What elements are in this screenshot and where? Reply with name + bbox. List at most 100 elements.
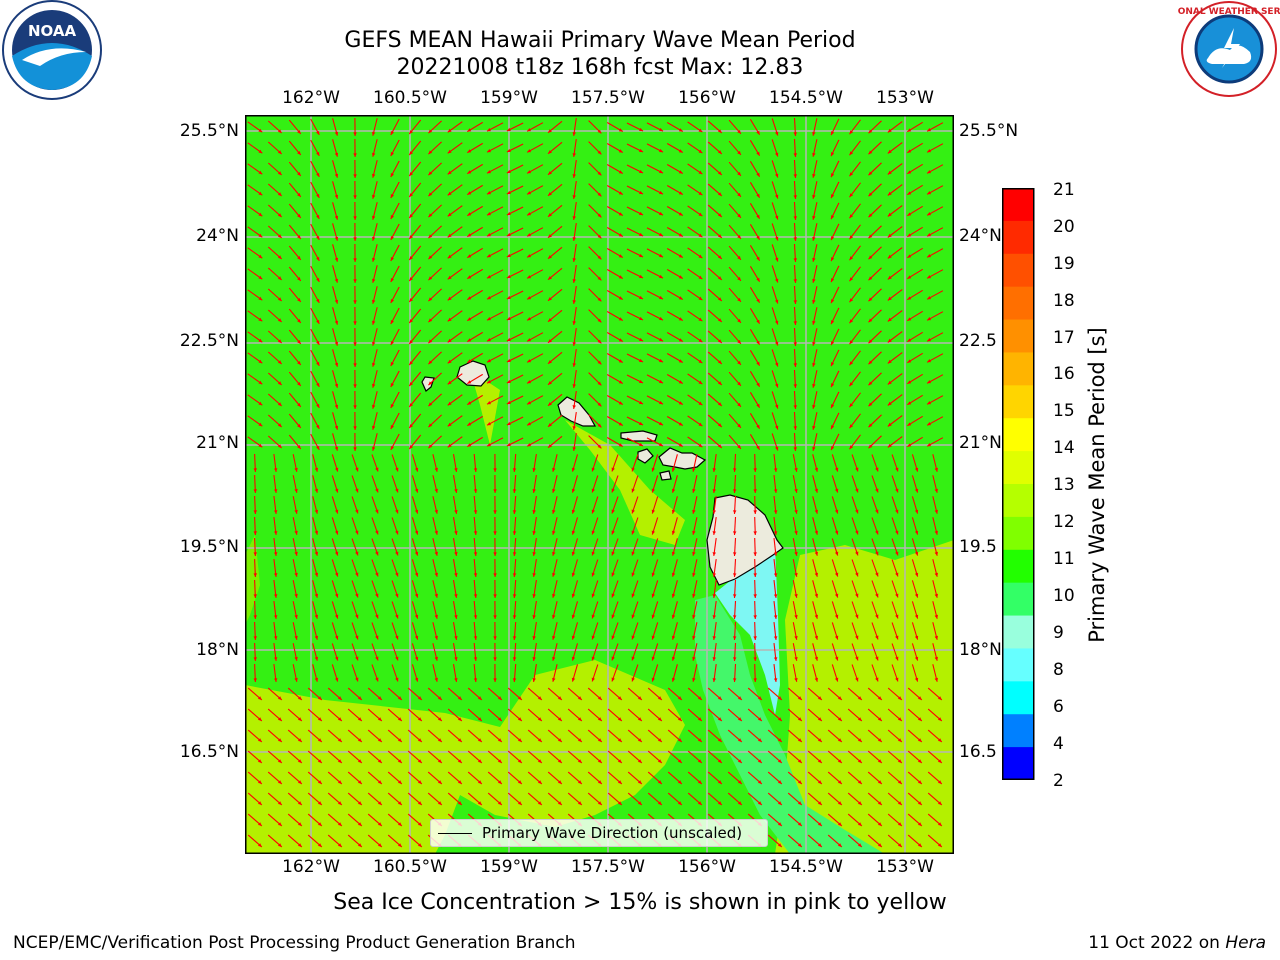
wave-arrow-head bbox=[855, 593, 859, 598]
wave-arrow-head bbox=[409, 130, 413, 134]
wave-arrow-head bbox=[257, 717, 262, 721]
wave-arrow-head bbox=[733, 468, 737, 472]
wave-arrow-head bbox=[467, 233, 472, 237]
wave-arrow-head bbox=[375, 593, 379, 598]
plot-subtitle: 20221008 t18z 168h fcst Max: 12.83 bbox=[396, 55, 804, 80]
wave-arrow-head bbox=[895, 467, 899, 472]
wave-arrow-head bbox=[677, 717, 682, 721]
wave-arrow-head bbox=[631, 677, 635, 682]
wave-arrow-head bbox=[316, 235, 320, 240]
wave-arrow-head bbox=[814, 635, 818, 640]
wave-arrow-head bbox=[473, 594, 478, 598]
wave-arrow-head bbox=[297, 256, 301, 260]
wave-arrow-head bbox=[897, 738, 902, 742]
ocean-period-10-11 bbox=[695, 595, 885, 854]
wave-arrow-head bbox=[372, 173, 376, 178]
nws-logo: NATIONAL WEATHER SERVICE bbox=[1178, 1, 1280, 97]
lon-tick-bottom: 153°W bbox=[876, 857, 934, 877]
wave-arrow-head bbox=[527, 380, 532, 384]
wave-arrow-head bbox=[671, 551, 676, 556]
wave-arrow-head bbox=[639, 232, 643, 236]
wave-arrow-head bbox=[877, 717, 882, 721]
wave-arrow-head bbox=[375, 488, 379, 493]
wave-arrow-head bbox=[447, 212, 452, 217]
wave-arrow-head bbox=[597, 381, 602, 386]
wave-arrow-head bbox=[793, 405, 797, 409]
wave-arrow-head bbox=[849, 214, 854, 219]
wave-arrow-head bbox=[678, 128, 683, 132]
wave-arrow-head bbox=[639, 148, 643, 152]
wave-arrow-head bbox=[875, 656, 879, 661]
wave-arrow-head bbox=[775, 299, 779, 304]
wave-arrow-head bbox=[712, 657, 716, 661]
wave-arrow-head bbox=[591, 488, 595, 493]
wave-arrow-head bbox=[277, 339, 282, 343]
wave-arrow-head bbox=[473, 510, 478, 514]
wave-arrow-head bbox=[611, 467, 615, 472]
wave-arrow-head bbox=[671, 509, 676, 514]
wave-arrow-head bbox=[773, 552, 778, 556]
wave-arrow-head bbox=[917, 843, 922, 847]
wave-arrow-head bbox=[447, 296, 452, 301]
wave-arrow-head bbox=[591, 551, 595, 556]
wave-arrow-head bbox=[277, 843, 282, 847]
wave-arrow-head bbox=[659, 190, 663, 195]
wave-arrow-head bbox=[697, 801, 702, 805]
wave-arrow-head bbox=[639, 442, 643, 446]
wave-arrow-head bbox=[631, 614, 635, 619]
wave-arrow-head bbox=[651, 656, 655, 661]
wave-arrow-head bbox=[814, 656, 818, 661]
wave-arrow-head bbox=[834, 614, 839, 619]
wave-arrow-head bbox=[467, 170, 472, 174]
wave-arrow-head bbox=[477, 738, 482, 742]
wave-arrow-head bbox=[434, 467, 438, 472]
wave-arrow-head bbox=[552, 488, 556, 493]
wave-arrow-head bbox=[868, 255, 873, 260]
wave-arrow-head bbox=[506, 190, 511, 194]
wave-arrow-head bbox=[571, 572, 576, 577]
wave-arrow-head bbox=[253, 489, 257, 493]
wave-arrow-head bbox=[718, 234, 722, 238]
colorbar-tick: 21 bbox=[1053, 180, 1075, 200]
wave-arrow-head bbox=[527, 275, 532, 279]
wave-arrow-head bbox=[875, 593, 879, 598]
wave-arrow-head bbox=[294, 635, 298, 640]
wave-arrow-head bbox=[557, 738, 562, 742]
wave-arrow-head bbox=[777, 780, 782, 784]
wave-arrow-head bbox=[527, 338, 532, 342]
colorbar-band bbox=[1002, 352, 1034, 386]
wave-arrow-head bbox=[390, 278, 394, 282]
wave-arrow-head bbox=[834, 551, 839, 556]
wave-arrow-head bbox=[258, 212, 263, 217]
wave-arrow-head bbox=[548, 213, 552, 217]
wave-arrow-head bbox=[353, 279, 357, 283]
wave-arrow-head bbox=[487, 443, 491, 447]
wave-arrow-head bbox=[855, 614, 859, 619]
wave-arrow-head bbox=[718, 360, 722, 364]
colorbar-band bbox=[1002, 418, 1034, 452]
wave-arrow-head bbox=[316, 361, 320, 366]
wave-arrow-head bbox=[557, 696, 562, 700]
wave-arrow-head bbox=[917, 696, 922, 700]
wave-arrow-head bbox=[334, 383, 339, 388]
wave-arrow-head bbox=[316, 193, 320, 198]
wave-arrow-head bbox=[868, 423, 873, 428]
island-oahu bbox=[557, 396, 597, 427]
wave-arrow-head bbox=[698, 380, 703, 385]
wave-arrow-head bbox=[591, 467, 595, 472]
wave-arrow-head bbox=[477, 801, 482, 805]
colorbar-band bbox=[1002, 286, 1034, 321]
wave-arrow-head bbox=[868, 213, 873, 218]
wave-arrow-head bbox=[677, 780, 682, 784]
lat-tick-left: 19.5°N bbox=[179, 537, 239, 557]
wave-arrow-head bbox=[532, 468, 536, 472]
wave-arrow-head bbox=[657, 801, 662, 805]
wave-arrow-head bbox=[678, 443, 683, 447]
wave-arrow-head bbox=[571, 614, 576, 619]
wave-arrow-head bbox=[757, 780, 762, 784]
wave-arrow-head bbox=[597, 423, 602, 428]
wave-arrow-head bbox=[258, 191, 263, 196]
lon-tick-bottom: 156°W bbox=[678, 857, 736, 877]
wave-arrow-head bbox=[712, 573, 716, 577]
wave-arrow-head bbox=[537, 738, 542, 742]
